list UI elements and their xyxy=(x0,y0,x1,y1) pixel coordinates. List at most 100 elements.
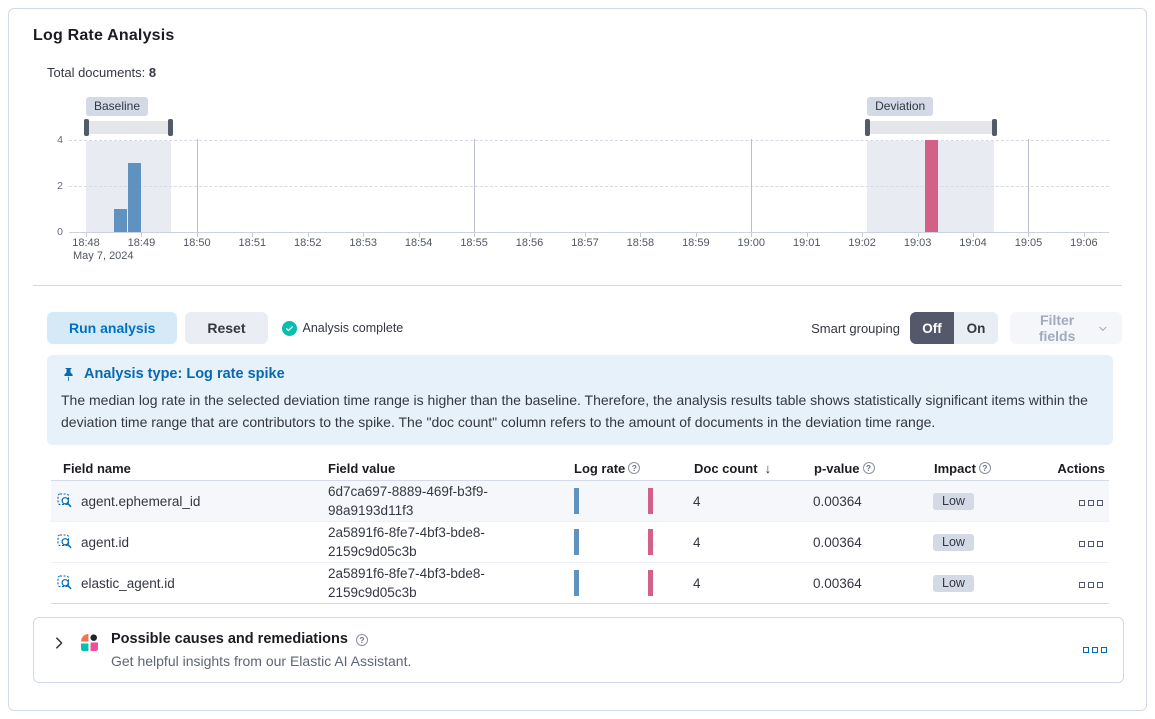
y-axis-label: 0 xyxy=(57,226,63,238)
divider xyxy=(33,285,1122,286)
x-tick-mark xyxy=(418,233,420,237)
y-axis-label: 2 xyxy=(57,180,63,193)
x-tick-mark xyxy=(917,233,919,237)
log-rate-analysis-panel: Log Rate Analysis Total documents: 8 Bas… xyxy=(8,8,1147,711)
baseline-bar xyxy=(113,209,127,232)
field-name-cell: elastic_agent.id xyxy=(51,575,316,591)
baseline-mini-bar xyxy=(574,488,579,515)
field-value-cell: 6d7ca697-8889-469f-b3f9-98a9193d11f3 xyxy=(316,482,561,521)
ai-assistant-panel: Possible causes and remediations Get hel… xyxy=(33,617,1124,684)
field-value-cell: 2a5891f6-8fe7-4bf3-bde8-2159c9d05c3b xyxy=(316,564,561,603)
y-gridline xyxy=(69,140,1109,142)
impact-cell: Low xyxy=(921,574,1031,592)
deviation-mini-bar xyxy=(648,529,653,556)
info-icon[interactable] xyxy=(978,462,991,475)
callout-title: Analysis type: Log rate spike xyxy=(84,366,285,382)
doc-count-cell: 4 xyxy=(693,575,701,591)
expand-accordion-button[interactable] xyxy=(50,634,68,655)
x-axis-line xyxy=(69,232,1109,233)
log-rate-cell xyxy=(561,570,681,597)
pin-icon xyxy=(64,367,73,381)
run-analysis-button[interactable]: Run analysis xyxy=(47,312,178,344)
x-tick-mark xyxy=(973,233,975,237)
impact-cell: Low xyxy=(921,533,1031,551)
column-header-log-rate[interactable]: Log rate xyxy=(561,461,681,476)
baseline-bar xyxy=(128,163,142,232)
sort-desc-icon[interactable]: ↓ xyxy=(764,461,772,477)
x-axis-label: 18:51 xyxy=(238,237,267,249)
smart-grouping-label: Smart grouping xyxy=(811,320,900,336)
x-tick-mark xyxy=(141,233,143,237)
x-axis-label: 18:58 xyxy=(626,237,655,249)
actions-cell xyxy=(1031,576,1109,591)
x-axis-label: 19:06 xyxy=(1070,237,1098,249)
filter-field-icon[interactable] xyxy=(57,493,73,509)
field-value-text: 2a5891f6-8fe7-4bf3-bde8-2159c9d05c3b xyxy=(328,565,485,601)
column-header-impact[interactable]: Impact xyxy=(921,461,1031,476)
x-axis-label: 19:05 xyxy=(1014,237,1043,249)
p-value-cell: 0.00364 xyxy=(813,534,862,550)
callout-body: The median log rate in the selected devi… xyxy=(61,392,1088,430)
info-icon[interactable] xyxy=(628,462,641,475)
column-header-label: Field name xyxy=(63,461,131,477)
smart-grouping-off-button[interactable]: Off xyxy=(910,312,954,344)
log-rate-cell xyxy=(561,488,681,515)
actions-cell xyxy=(1031,535,1109,550)
reset-button[interactable]: Reset xyxy=(185,312,268,344)
x-tick-mark xyxy=(363,233,365,237)
x-axis-label: 19:00 xyxy=(737,237,766,249)
doc-count-cell: 4 xyxy=(693,493,701,509)
column-header-actions: Actions xyxy=(1031,461,1109,476)
baseline-brush-left-handle[interactable] xyxy=(83,119,89,136)
column-header-field-name: Field name xyxy=(51,461,316,476)
filter-field-icon[interactable] xyxy=(57,575,73,591)
x-gridline xyxy=(474,139,476,232)
x-tick-mark xyxy=(1083,233,1085,237)
baseline-badge: Baseline xyxy=(86,97,149,116)
filter-fields-button[interactable]: Filter fields xyxy=(1010,312,1122,344)
field-value-cell: 2a5891f6-8fe7-4bf3-bde8-2159c9d05c3b xyxy=(316,523,561,562)
deviation-mini-bar xyxy=(648,570,653,597)
deviation-brush-left-handle[interactable] xyxy=(864,119,870,136)
x-tick-mark xyxy=(196,233,198,237)
column-header-field-value: Field value xyxy=(316,461,561,476)
column-header-label: Doc count xyxy=(694,461,758,477)
ai-panel-actions-icon[interactable] xyxy=(1083,647,1107,654)
x-tick-mark xyxy=(862,233,864,237)
row-actions-icon[interactable] xyxy=(1079,499,1103,506)
actions-cell xyxy=(1031,494,1109,509)
x-axis-label: 19:03 xyxy=(903,237,932,249)
table-row: agent.ephemeral_id 6d7ca697-8889-469f-b3f… xyxy=(51,481,1109,523)
row-actions-icon[interactable] xyxy=(1079,581,1103,588)
column-header-p-value[interactable]: p-value xyxy=(801,461,921,476)
field-name-cell: agent.id xyxy=(51,534,316,550)
field-value-text: 2a5891f6-8fe7-4bf3-bde8-2159c9d05c3b xyxy=(328,524,485,560)
deviation-brush[interactable] xyxy=(867,121,995,134)
column-header-label: Field value xyxy=(328,461,396,477)
info-icon[interactable] xyxy=(862,462,875,475)
smart-grouping-on-button[interactable]: On xyxy=(954,312,998,344)
log-rate-mini-chart xyxy=(574,570,666,597)
baseline-brush[interactable] xyxy=(86,121,171,134)
column-header-label: Actions xyxy=(1057,461,1105,477)
field-name-value: agent.ephemeral_id xyxy=(81,493,201,509)
x-axis-label: 18:49 xyxy=(127,237,156,249)
impact-badge: Low xyxy=(933,533,974,551)
deviation-brush-right-handle[interactable] xyxy=(991,119,997,136)
ai-panel-title: Possible causes and remediations xyxy=(111,631,348,648)
filter-field-icon[interactable] xyxy=(57,534,73,550)
analysis-type-callout: Analysis type: Log rate spike The median… xyxy=(47,355,1113,446)
row-actions-icon[interactable] xyxy=(1079,540,1103,547)
help-icon[interactable] xyxy=(355,633,368,646)
page-title: Log Rate Analysis xyxy=(33,27,175,44)
x-tick-mark xyxy=(584,233,586,237)
column-header-label: p-value xyxy=(814,461,860,477)
column-header-doc-count[interactable]: Doc count ↓ xyxy=(681,461,801,476)
baseline-brush-right-handle[interactable] xyxy=(168,119,174,136)
x-tick-mark xyxy=(695,233,697,237)
column-header-label: Log rate xyxy=(574,461,626,477)
smart-grouping-toggle: Off On xyxy=(910,312,998,344)
table-header-row: Field name Field value Log rate Doc count ↓ p… xyxy=(51,457,1109,482)
impact-cell: Low xyxy=(921,492,1031,510)
x-axis-label: 19:02 xyxy=(848,237,876,249)
